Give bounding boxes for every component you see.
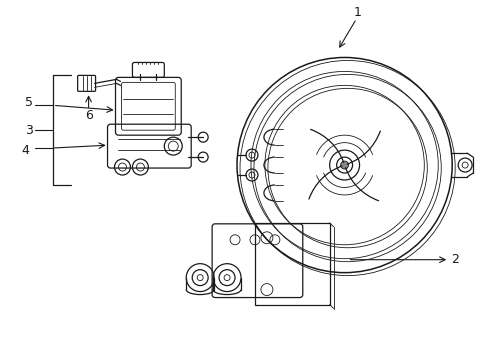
Text: 4: 4 [21, 144, 29, 157]
Text: 2: 2 [450, 253, 458, 266]
Text: 3: 3 [25, 124, 33, 137]
Circle shape [340, 161, 348, 169]
Text: 5: 5 [25, 96, 33, 109]
Text: 6: 6 [84, 109, 92, 122]
Bar [254, 223, 329, 305]
Text: 1: 1 [353, 6, 361, 19]
